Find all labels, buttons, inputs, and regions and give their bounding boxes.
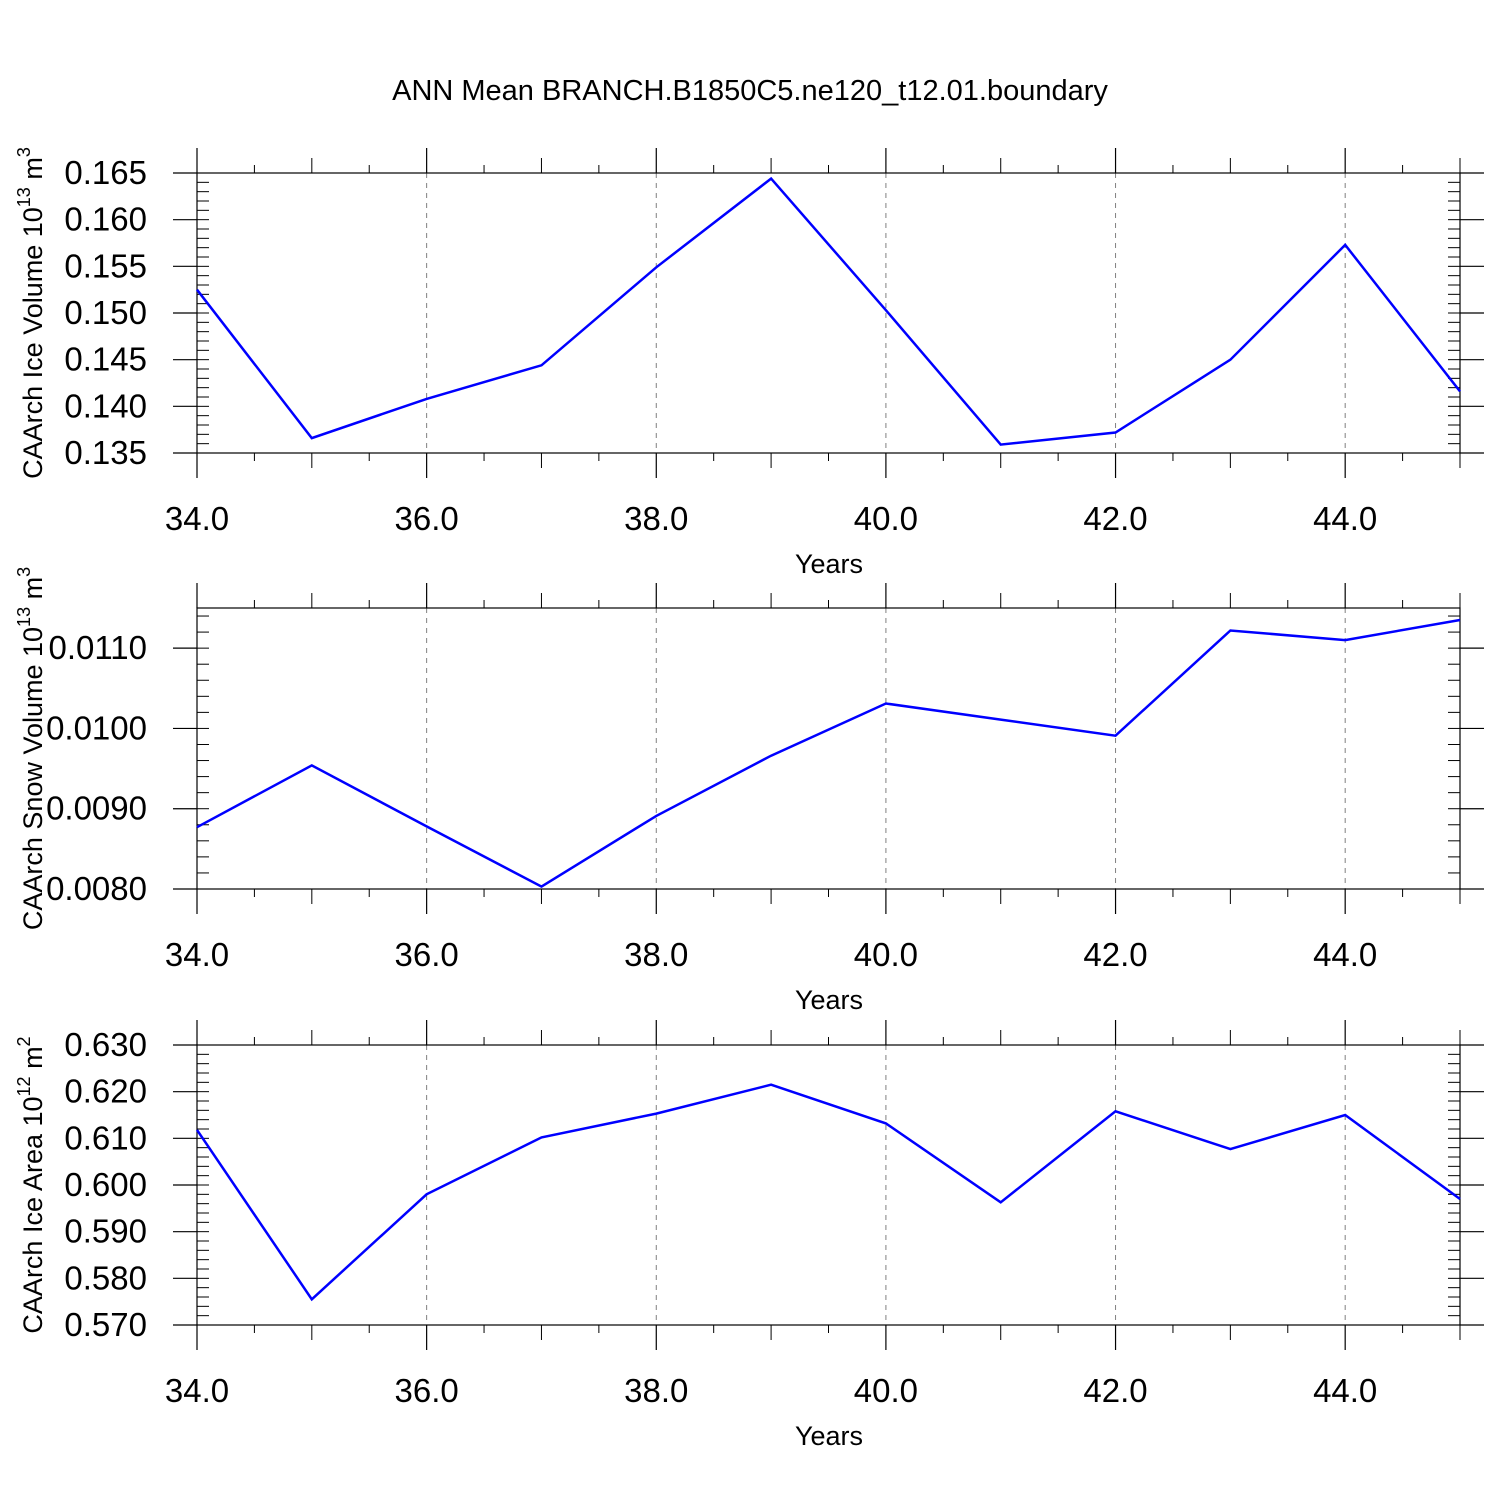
panel-1: 34.0 36.0 38.0 40.0 42.0 44.0 Years 0.135 0.140 0…: [14, 147, 1484, 579]
x-tick-label: 38.0: [624, 500, 688, 537]
x-tick-label: 36.0: [395, 936, 459, 973]
x-tick-label: 40.0: [854, 936, 918, 973]
panel-3: 34.0 36.0 38.0 40.0 42.0 44.0 Years 0.570 0.580 0…: [14, 1020, 1484, 1451]
y-tick-label: 0.600: [64, 1166, 147, 1203]
y-tick-label: 0.165: [64, 154, 147, 191]
y-tick-label: 0.590: [64, 1213, 147, 1250]
x-tick-label: 34.0: [165, 936, 229, 973]
y-tick-label: 0.610: [64, 1119, 147, 1156]
y-tick-label: 0.0090: [46, 790, 147, 827]
panel-2: 34.0 36.0 38.0 40.0 42.0 44.0 Years 0.0080 0.009…: [14, 567, 1484, 1015]
x-axis-label: Years: [795, 549, 863, 579]
x-tick-label: 40.0: [854, 500, 918, 537]
y-tick-label: 0.160: [64, 201, 147, 238]
y-tick-label: 0.0080: [46, 870, 147, 907]
series-line: [197, 179, 1460, 445]
y-axis-label: CAArch Snow Volume 1013 m3: [14, 567, 48, 930]
y-tick-label: 0.580: [64, 1259, 147, 1296]
x-tick-label: 44.0: [1313, 1372, 1377, 1409]
plot-frame: [197, 1045, 1460, 1325]
x-tick-label: 40.0: [854, 1372, 918, 1409]
series-line: [197, 620, 1460, 887]
x-tick-label: 42.0: [1083, 500, 1147, 537]
x-tick-label: 42.0: [1083, 936, 1147, 973]
y-tick-label: 0.140: [64, 387, 147, 424]
y-tick-label: 0.155: [64, 247, 147, 284]
x-tick-label: 44.0: [1313, 500, 1377, 537]
x-axis-label: Years: [795, 985, 863, 1015]
x-tick-label: 44.0: [1313, 936, 1377, 973]
y-tick-label: 0.570: [64, 1306, 147, 1343]
y-tick-label: 0.620: [64, 1073, 147, 1110]
y-tick-label: 0.0100: [46, 709, 147, 746]
y-axis-label: CAArch Ice Area 1012 m2: [14, 1036, 48, 1333]
x-tick-label: 38.0: [624, 936, 688, 973]
y-tick-label: 0.630: [64, 1026, 147, 1063]
x-tick-label: 36.0: [395, 1372, 459, 1409]
y-tick-label: 0.0110: [49, 629, 147, 666]
y-tick-label: 0.150: [64, 294, 147, 331]
x-tick-label: 42.0: [1083, 1372, 1147, 1409]
x-tick-label: 34.0: [165, 500, 229, 537]
y-tick-label: 0.145: [64, 341, 147, 378]
chart-title: ANN Mean BRANCH.B1850C5.ne120_t12.01.bou…: [392, 75, 1108, 107]
x-tick-label: 36.0: [395, 500, 459, 537]
plot-frame: [197, 173, 1460, 453]
x-tick-label: 38.0: [624, 1372, 688, 1409]
x-tick-label: 34.0: [165, 1372, 229, 1409]
series-line: [197, 1085, 1460, 1300]
x-axis-label: Years: [795, 1421, 863, 1451]
y-axis-label: CAArch Ice Volume 1013 m3: [14, 147, 48, 479]
plot-frame: [197, 608, 1460, 889]
y-tick-label: 0.135: [64, 434, 147, 471]
